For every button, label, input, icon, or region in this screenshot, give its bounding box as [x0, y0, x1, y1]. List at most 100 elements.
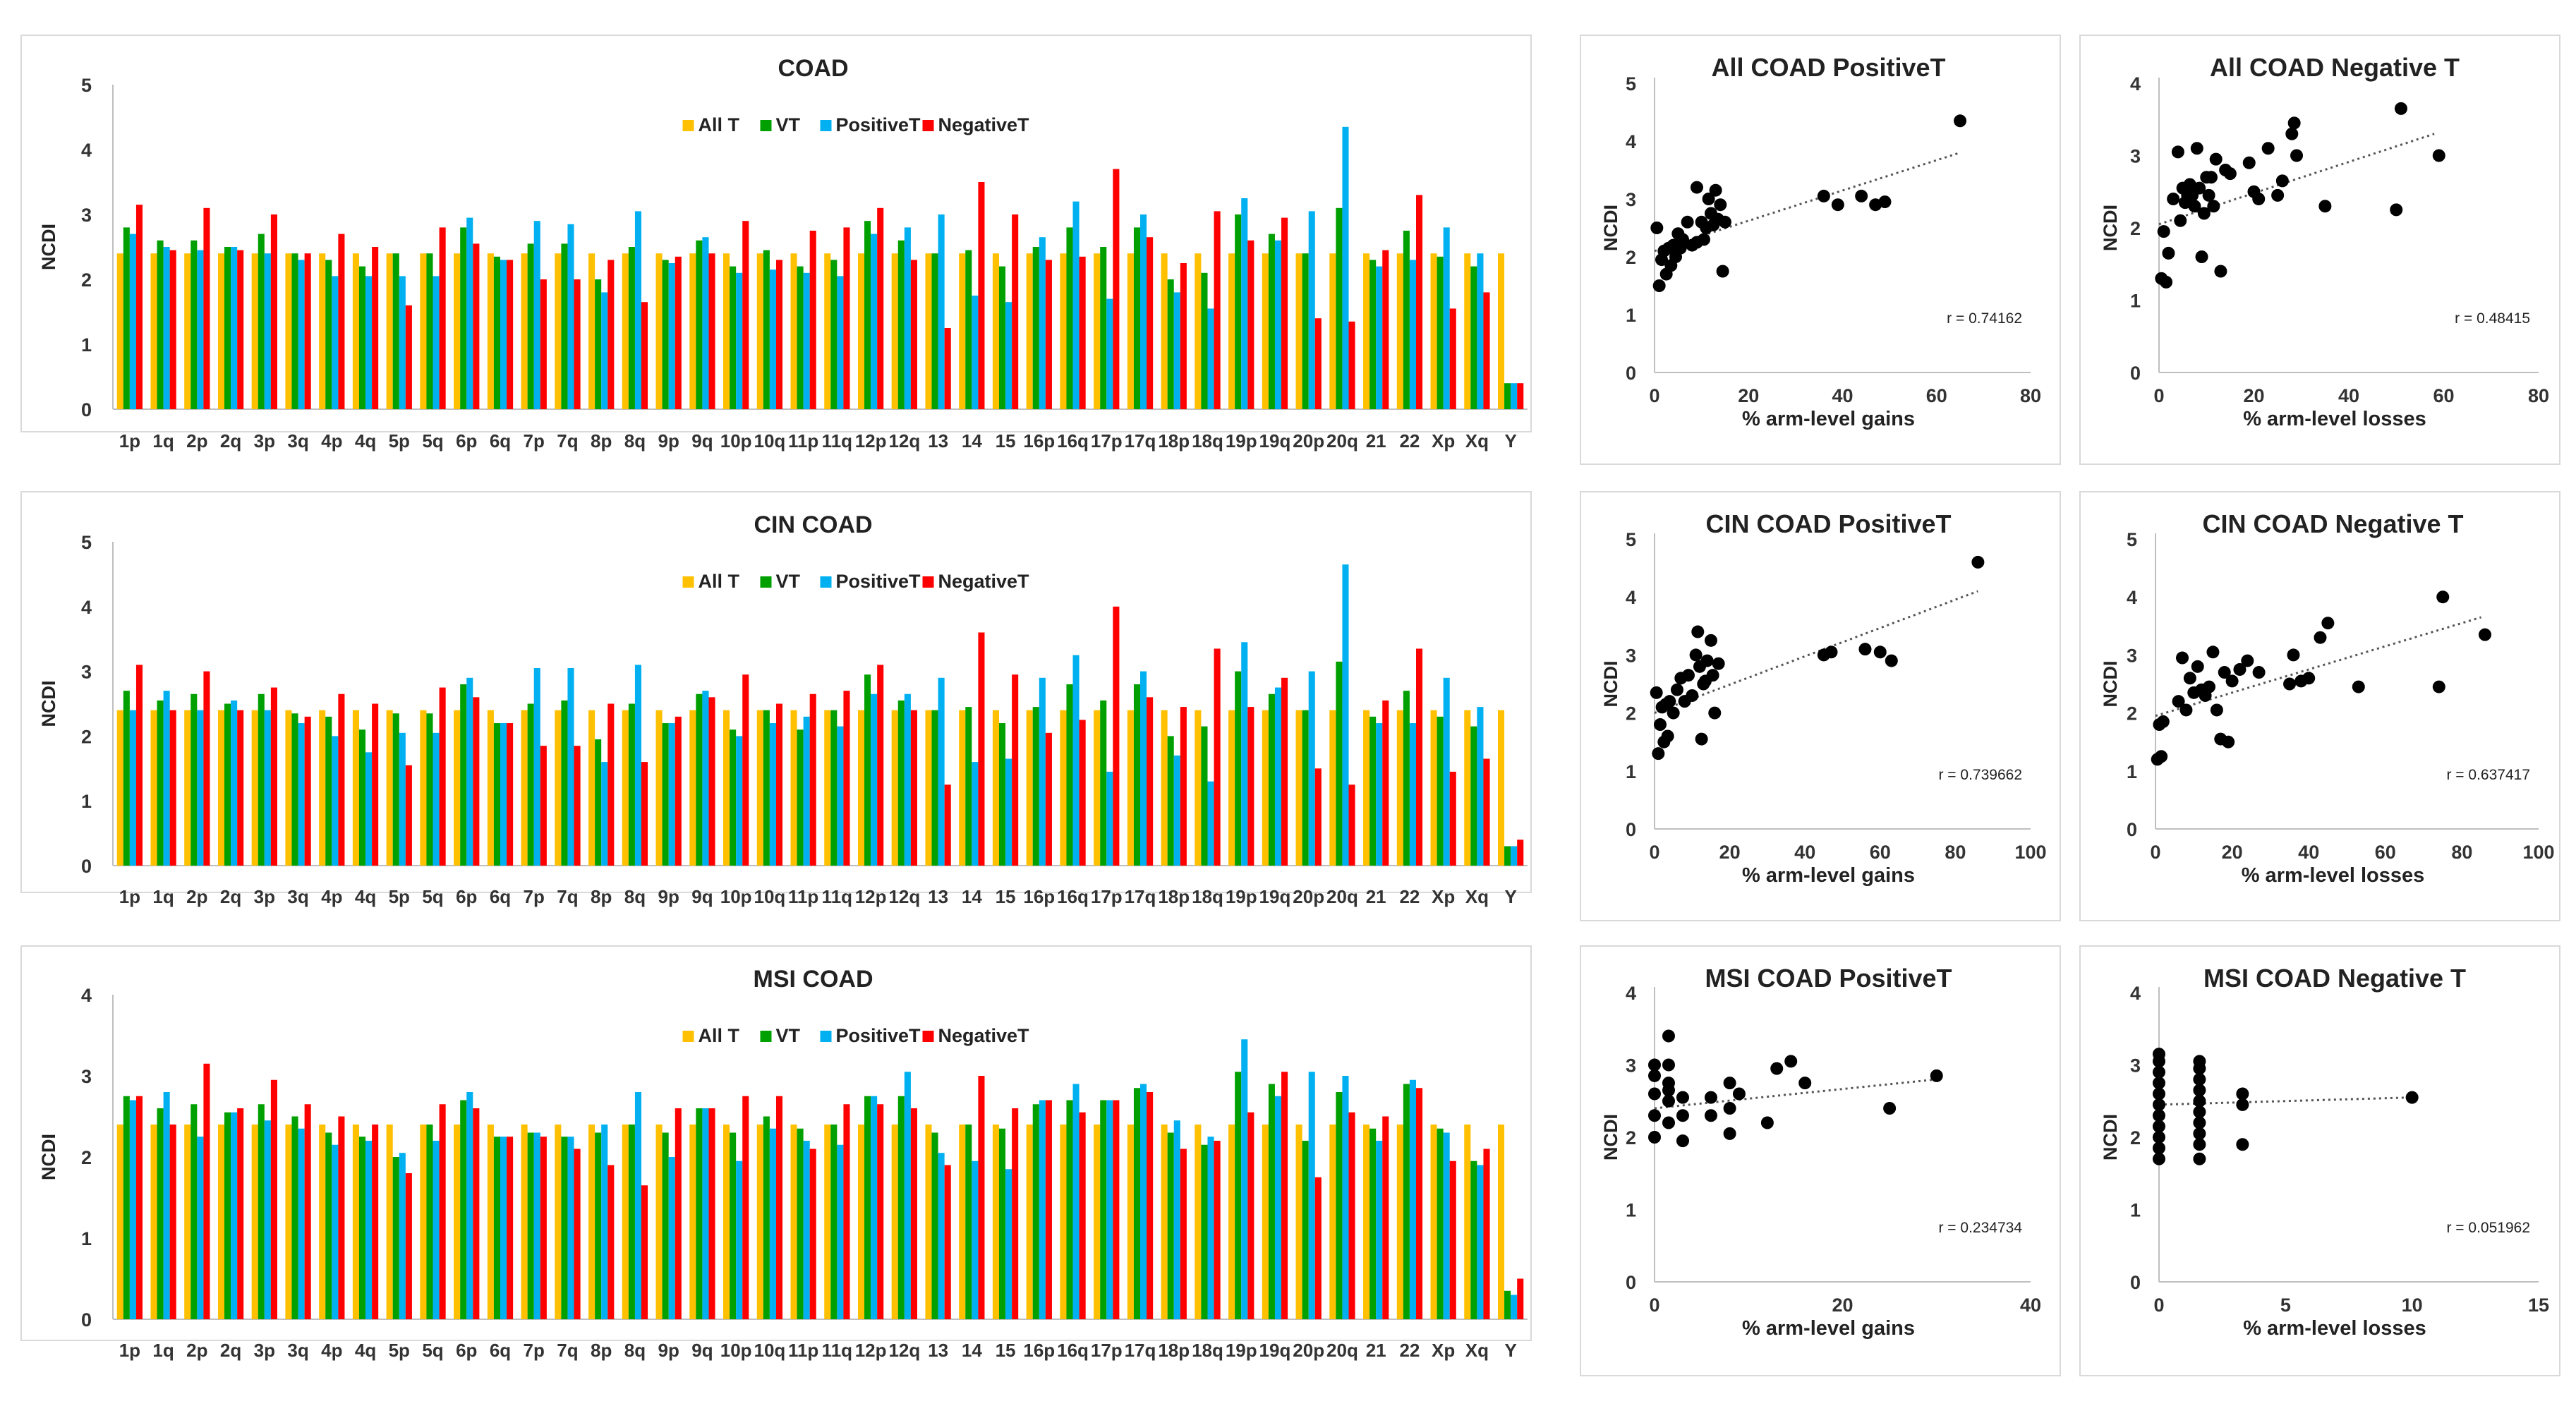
bar-vt: [358, 1137, 366, 1319]
x-tick-label: 11q: [822, 430, 852, 452]
y-tick-label: 0: [1626, 363, 1636, 384]
x-tick-label: 8q: [624, 886, 646, 907]
data-point: [1714, 198, 1727, 212]
bar-negativet: [809, 1149, 816, 1319]
chart-frame: [1580, 945, 2061, 1376]
bar-positivet: [601, 1125, 608, 1319]
bar-positivet: [1072, 201, 1080, 409]
data-point: [2252, 193, 2266, 205]
x-tick-label: 15: [996, 1340, 1016, 1361]
x-tick-label: 22: [1399, 886, 1420, 907]
bar-allt: [555, 710, 562, 866]
bar-negativet: [1483, 292, 1490, 409]
bar-positivet: [668, 263, 675, 409]
y-tick-label: 4: [81, 140, 92, 161]
chart-title: MSI COAD Negative T: [2203, 964, 2466, 993]
x-tick-label: Xq: [1465, 430, 1489, 452]
bar-allt: [217, 710, 225, 866]
bar-positivet: [500, 723, 507, 866]
bar-allt: [1127, 710, 1134, 866]
bar-positivet: [466, 217, 473, 409]
bar-positivet: [197, 250, 204, 409]
legend-label: VT: [776, 114, 801, 135]
bar-positivet: [163, 1092, 170, 1319]
chart-title: All COAD Negative T: [2210, 53, 2460, 82]
data-point: [2318, 200, 2332, 213]
bar-vt: [1268, 693, 1275, 866]
bar-negativet: [978, 632, 985, 866]
bar-vt: [1302, 253, 1309, 409]
correlation-label: r = 0.48415: [2455, 310, 2530, 327]
data-point: [2153, 1087, 2165, 1101]
legend-label: VT: [776, 1025, 801, 1046]
bar-negativet: [910, 710, 917, 866]
data-point: [2174, 214, 2187, 227]
bar-vt: [224, 703, 231, 866]
bar-vt: [998, 1128, 1006, 1319]
x-tick-label: 0: [1649, 1295, 1659, 1316]
bar-vt: [325, 716, 332, 866]
x-tick-label: 5q: [422, 430, 443, 452]
y-tick-label: 1: [1626, 761, 1636, 782]
x-tick-label: 10: [2402, 1295, 2423, 1316]
y-tick-label: 3: [1626, 189, 1636, 210]
bar-positivet: [1308, 211, 1315, 409]
bar-negativet: [405, 765, 412, 866]
y-tick-label: 3: [81, 205, 92, 226]
bar-allt: [116, 253, 123, 409]
bar-positivet: [837, 276, 844, 409]
bar-negativet: [1079, 1112, 1086, 1319]
bar-negativet: [1281, 217, 1288, 409]
bar-negativet: [1079, 256, 1086, 409]
bar-negativet: [1314, 768, 1322, 866]
data-point: [2153, 1065, 2165, 1079]
y-tick-label: 1: [2130, 1200, 2141, 1221]
bar-vt: [191, 1104, 198, 1319]
bar-positivet: [1274, 1096, 1282, 1319]
bar-allt: [1195, 1125, 1202, 1319]
bar-vt: [157, 1108, 164, 1319]
bar-allt: [1430, 1125, 1437, 1319]
bar-positivet: [264, 253, 271, 409]
x-tick-label: 40: [2020, 1295, 2041, 1316]
x-tick-label: 8q: [624, 1340, 646, 1361]
bar-allt: [959, 253, 966, 409]
bar-vt: [460, 684, 467, 866]
x-tick-label: 9q: [691, 886, 713, 907]
x-axis-label: % arm-level gains: [1742, 864, 1915, 887]
data-point: [2432, 149, 2445, 162]
bar-negativet: [607, 260, 615, 409]
bar-positivet: [567, 224, 574, 409]
bar-positivet: [332, 1144, 339, 1319]
bar-negativet: [203, 207, 210, 409]
data-point: [2314, 631, 2327, 644]
bar-positivet: [972, 762, 979, 866]
bar-vt: [460, 227, 467, 409]
bar-allt: [689, 1125, 696, 1319]
bar-positivet: [601, 292, 608, 409]
bar-negativet: [574, 1149, 581, 1319]
x-tick-label: 13: [928, 1340, 948, 1361]
bar-positivet: [1106, 298, 1113, 409]
bar-vt: [1268, 1084, 1275, 1319]
x-tick-label: 8q: [624, 430, 646, 452]
bar-positivet: [433, 1141, 440, 1319]
bar-negativet: [270, 214, 277, 409]
bar-vt: [358, 266, 366, 409]
x-tick-label: 12q: [888, 1340, 920, 1361]
bar-allt: [454, 710, 461, 866]
bar-vt: [1167, 1132, 1174, 1319]
bar-allt: [959, 710, 966, 866]
legend-label: NegativeT: [938, 1025, 1030, 1046]
data-point: [1648, 1087, 1661, 1101]
bar-allt: [150, 1125, 157, 1319]
bar-allt: [184, 253, 191, 409]
bar-allt: [487, 710, 494, 866]
data-point: [2236, 1098, 2249, 1111]
bar-positivet: [1342, 126, 1349, 410]
bar-positivet: [1274, 687, 1282, 866]
bar-vt: [763, 1116, 770, 1319]
data-point: [1662, 1029, 1675, 1043]
